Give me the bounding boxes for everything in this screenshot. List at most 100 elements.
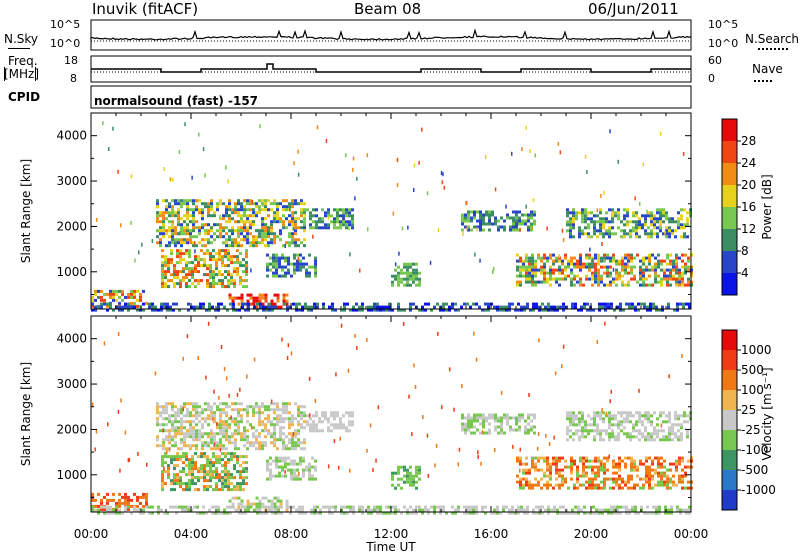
range-gate-cell [453, 407, 455, 412]
range-gate-cell [187, 302, 190, 306]
range-gate-cell [210, 411, 213, 415]
range-gate-cell [243, 435, 246, 439]
range-gate-cell [391, 505, 394, 509]
range-gate-cell [261, 223, 264, 227]
range-gate-cell [632, 423, 635, 427]
range-gate-cell [243, 226, 246, 230]
range-gate-cell [650, 423, 653, 427]
range-gate-cell [647, 438, 650, 442]
range-gate-cell [609, 399, 611, 404]
range-gate-cell [677, 429, 680, 433]
range-gate-cell [367, 227, 369, 232]
range-gate-cell [201, 217, 204, 221]
range-gate-cell [561, 483, 564, 487]
range-gate-cell [648, 465, 651, 469]
range-gate-cell [273, 214, 276, 218]
range-gate-cell [234, 408, 237, 412]
range-gate-cell [553, 305, 556, 309]
range-gate-cell [207, 414, 210, 418]
range-gate-cell [601, 511, 604, 515]
range-gate-cell [581, 214, 584, 218]
range-gate-cell [136, 498, 139, 502]
range-gate-cell [543, 483, 546, 487]
range-gate-cell [134, 258, 136, 263]
range-gate-cell [245, 467, 248, 471]
range-gate-cell [675, 259, 678, 263]
range-gate-cell [297, 405, 300, 409]
range-gate-cell [202, 505, 205, 509]
range-gate-cell [621, 480, 624, 484]
range-gate-cell [217, 305, 220, 309]
range-gate-cell [497, 416, 500, 420]
range-gate-cell [632, 229, 635, 233]
range-gate-cell [303, 405, 306, 409]
range-gate-cell [224, 452, 227, 456]
range-gate-cell [388, 305, 391, 309]
range-gate-cell [209, 273, 212, 277]
range-gate-cell [258, 211, 261, 215]
range-gate-cell [516, 259, 519, 263]
range-gate-cell [621, 274, 624, 278]
range-gate-cell [642, 280, 645, 284]
range-gate-cell [246, 299, 250, 303]
range-gate-cell [209, 255, 212, 259]
range-gate-cell [685, 508, 688, 512]
range-gate-cell [467, 428, 470, 432]
range-gate-cell [270, 229, 273, 233]
range-gate-cell [588, 253, 591, 257]
range-gate-cell [289, 511, 292, 515]
range-gate-cell [526, 508, 529, 512]
range-gate-cell [543, 471, 546, 475]
range-gate-cell [222, 217, 225, 221]
range-gate-cell [183, 238, 186, 242]
range-gate-cell [645, 480, 648, 484]
range-gate-cell [454, 508, 457, 512]
range-gate-cell [124, 505, 127, 509]
range-gate-cell [224, 455, 227, 459]
range-gate-cell [406, 271, 409, 275]
range-gate-cell [331, 505, 334, 509]
range-gate-cell [213, 420, 216, 424]
range-gate-cell [591, 256, 594, 260]
range-gate-cell [231, 402, 234, 406]
range-gate-cell [225, 208, 228, 212]
range-gate-cell [627, 253, 630, 257]
range-gate-cell [524, 431, 527, 435]
range-gate-cell [418, 468, 421, 472]
range-gate-cell [174, 432, 177, 436]
range-gate-cell [103, 302, 106, 306]
range-gate-cell [608, 411, 611, 415]
range-gate-cell [667, 511, 670, 515]
range-gate-cell [209, 470, 212, 474]
range-gate-cell [255, 441, 258, 445]
range-gate-cell [638, 417, 641, 421]
range-gate-cell [598, 302, 601, 306]
range-gate-cell [648, 262, 651, 266]
range-gate-cell [291, 223, 294, 227]
range-gate-cell [361, 511, 364, 515]
range-gate-cell [663, 274, 666, 278]
range-gate-cell [614, 211, 617, 215]
range-gate-cell [230, 415, 232, 420]
range-gate-cell [264, 232, 267, 236]
range-gate-cell [622, 308, 625, 312]
range-gate-cell [245, 285, 248, 289]
range-gate-cell [272, 271, 275, 275]
range-gate-cell [252, 411, 255, 415]
range-gate-cell [198, 199, 201, 203]
range-gate-cell [206, 470, 209, 474]
range-gate-cell [603, 190, 605, 195]
range-gate-cell [617, 211, 620, 215]
range-gate-cell [555, 483, 558, 487]
range-gate-cell [297, 257, 300, 261]
range-gate-cell [176, 479, 179, 483]
range-gate-cell [288, 441, 291, 445]
range-gate-cell [521, 413, 524, 417]
range-gate-cell [178, 150, 181, 154]
range-gate-cell [169, 177, 172, 182]
range-gate-cell [269, 462, 272, 466]
range-gate-cell [300, 208, 303, 212]
range-gate-cell [618, 483, 621, 487]
range-gate-cell [177, 208, 180, 212]
range-gate-cell [372, 468, 374, 473]
